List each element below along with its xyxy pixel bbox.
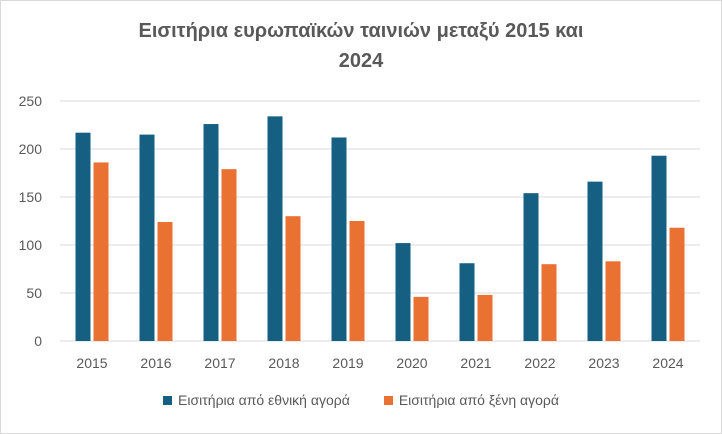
bar-foreign-2020 [413, 296, 429, 341]
x-tick-label: 2023 [588, 355, 619, 371]
bar-national-2019 [331, 137, 347, 341]
bar-foreign-2016 [157, 221, 173, 341]
y-tick-label: 100 [19, 237, 43, 253]
chart-title-line-2: 2024 [338, 50, 384, 72]
x-tick-label: 2017 [204, 355, 235, 371]
x-tick-label: 2019 [332, 355, 363, 371]
x-tick-label: 2020 [396, 355, 427, 371]
bar-national-2016 [139, 134, 155, 341]
legend-label-national: Εισιτήρια από εθνική αγορά [178, 392, 350, 408]
legend-item-national: Εισιτήρια από εθνική αγορά [163, 392, 350, 408]
bar-national-2021 [459, 263, 475, 341]
bar-foreign-2021 [477, 294, 493, 341]
y-tick-label: 50 [26, 285, 42, 301]
bar-national-2017 [203, 124, 219, 341]
bar-national-2020 [395, 243, 411, 341]
bar-national-2015 [75, 132, 91, 341]
y-tick-label: 200 [19, 141, 43, 157]
bar-national-2022 [523, 193, 539, 341]
bar-national-2018 [267, 116, 283, 341]
chart-title: Εισιτήρια ευρωπαϊκών ταινιών μεταξύ 2015… [0, 16, 722, 76]
bar-foreign-2024 [669, 227, 685, 341]
x-tick-label: 2024 [652, 355, 683, 371]
x-tick-label: 2022 [524, 355, 555, 371]
y-tick-label: 0 [34, 333, 42, 349]
bar-foreign-2019 [349, 221, 365, 341]
y-tick-label: 150 [19, 189, 43, 205]
x-tick-label: 2018 [268, 355, 299, 371]
bar-foreign-2023 [605, 261, 621, 341]
x-tick-label: 2015 [76, 355, 107, 371]
legend-swatch-foreign [383, 395, 393, 405]
bar-foreign-2015 [93, 162, 109, 341]
y-tick-label: 250 [19, 93, 43, 109]
bar-foreign-2018 [285, 216, 301, 341]
x-tick-label: 2021 [460, 355, 491, 371]
legend: Εισιτήρια από εθνική αγορά Εισιτήρια από… [0, 392, 722, 408]
bar-national-2023 [587, 181, 603, 341]
bar-foreign-2022 [541, 264, 557, 341]
x-tick-label: 2016 [140, 355, 171, 371]
legend-label-foreign: Εισιτήρια από ξένη αγορά [398, 392, 559, 408]
legend-item-foreign: Εισιτήρια από ξένη αγορά [383, 392, 559, 408]
chart-title-line-1: Εισιτήρια ευρωπαϊκών ταινιών μεταξύ 2015… [138, 20, 584, 42]
bar-foreign-2017 [221, 169, 237, 341]
bar-national-2024 [651, 155, 667, 341]
legend-swatch-national [163, 395, 173, 405]
